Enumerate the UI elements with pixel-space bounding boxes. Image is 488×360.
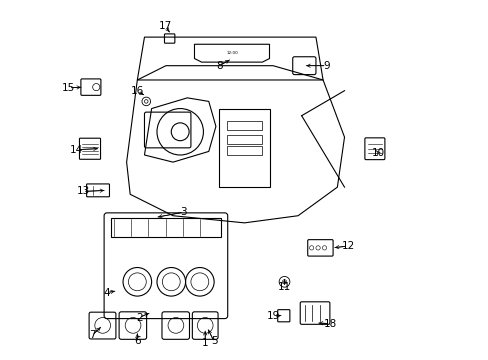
Bar [226, 121, 262, 130]
Text: 3: 3 [180, 207, 187, 217]
Bar [226, 146, 262, 155]
Text: 18: 18 [323, 319, 336, 329]
Text: 10: 10 [371, 148, 384, 158]
Text: 17: 17 [158, 21, 171, 31]
Text: 16: 16 [130, 86, 143, 96]
Text: 14: 14 [70, 145, 83, 155]
Text: 19: 19 [266, 311, 280, 321]
Text: 6: 6 [134, 337, 141, 346]
Text: 15: 15 [62, 83, 75, 93]
Text: 12:00: 12:00 [225, 51, 237, 55]
Text: 13: 13 [76, 186, 89, 197]
Text: 1: 1 [202, 338, 208, 347]
Text: 8: 8 [216, 61, 223, 71]
Bar [219, 109, 269, 187]
Text: 12: 12 [341, 241, 354, 251]
Text: 4: 4 [103, 288, 110, 297]
Bar [226, 135, 262, 144]
Text: 5: 5 [210, 337, 217, 346]
Text: 9: 9 [323, 61, 329, 71]
Text: 2: 2 [136, 312, 142, 323]
Text: 11: 11 [277, 282, 290, 292]
Text: 7: 7 [88, 330, 95, 341]
Bar [110, 217, 221, 237]
